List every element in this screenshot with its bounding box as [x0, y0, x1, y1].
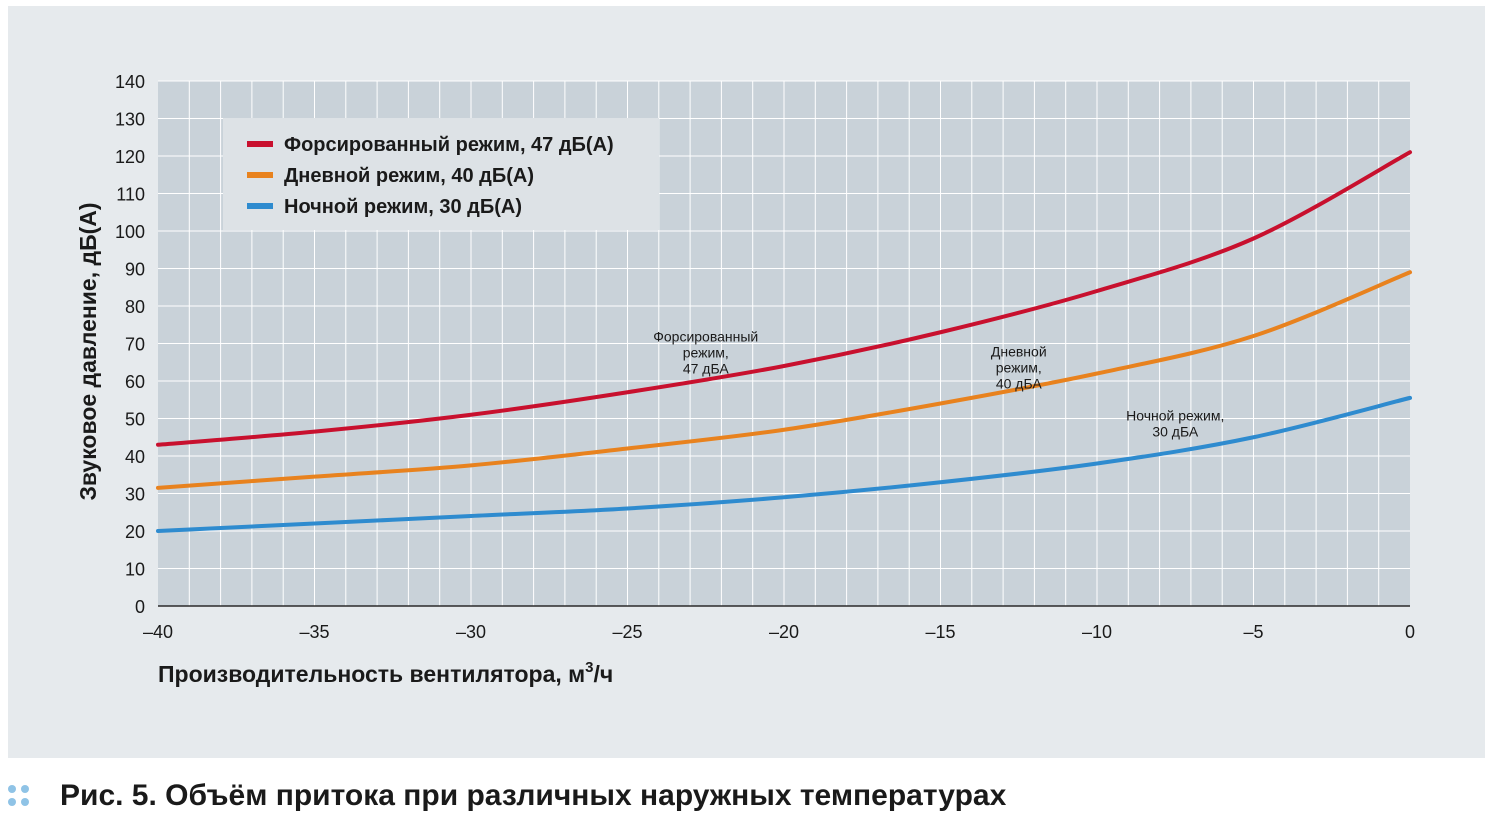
series-lines [156, 150, 1412, 533]
caption-dots-icon [8, 785, 30, 807]
annotation-0-line-1: режим, [683, 345, 729, 361]
y-tick-label: 140 [115, 72, 145, 92]
y-tick-label: 80 [125, 297, 145, 317]
legend-label-0: Форсированный режим, 47 дБ(А) [284, 134, 614, 156]
legend-box [223, 118, 659, 230]
annotation-2-line-0: Ночной режим, [1126, 407, 1224, 423]
y-axis-title: Звуковое давление, дБ(А) [75, 202, 101, 500]
x-tick-label: –30 [456, 622, 486, 642]
annotation-1-line-0: Дневной [991, 344, 1047, 360]
x-tick-label: –40 [143, 622, 173, 642]
x-tick-label: –15 [925, 622, 955, 642]
x-axis-ticks: –40 –35 –30 –25 –20 –15 –10 –5 0 [143, 622, 1415, 642]
x-tick-label: –10 [1082, 622, 1112, 642]
x-tick-label: –5 [1243, 622, 1263, 642]
y-tick-label: 60 [125, 372, 145, 392]
legend-label-2: Ночной режим, 30 дБ(А) [284, 196, 522, 218]
y-tick-label: 50 [125, 410, 145, 430]
y-tick-label: 110 [116, 185, 145, 205]
y-tick-label: 0 [135, 597, 145, 617]
y-tick-label: 30 [125, 485, 145, 505]
x-axis-title-suffix: /ч [594, 661, 614, 687]
y-tick-label: 10 [125, 560, 145, 580]
x-tick-label: –35 [299, 622, 329, 642]
legend-label-1: Дневной режим, 40 дБ(А) [284, 165, 534, 187]
y-tick-label: 90 [125, 260, 145, 280]
x-axis-title-main: Производительность вентилятора, м [158, 661, 585, 687]
y-tick-label: 40 [125, 447, 145, 467]
x-tick-label: –25 [612, 622, 642, 642]
annotation-0-line-0: Форсированный [653, 329, 758, 345]
series-line-0 [156, 150, 1412, 447]
figure-caption: Рис. 5. Объём притока при различных нару… [8, 774, 1006, 818]
y-tick-label: 100 [115, 222, 145, 242]
x-tick-label: 0 [1405, 622, 1415, 642]
chart-panel: Форсированный режим, 47 дБА Дневной режим, 40… [8, 6, 1485, 758]
series-line-1 [156, 270, 1412, 490]
legend: Форсированный режим, 47 дБ(А) Дневной реж… [223, 118, 659, 230]
y-tick-label: 20 [125, 522, 145, 542]
y-axis-ticks: 0 10 20 30 40 50 60 70 80 90 100 110 120 130 140 [115, 72, 145, 617]
x-axis-title: Производительность вентилятора, м3/ч [158, 659, 613, 687]
annotation-1-line-2: 40 дБА [996, 376, 1043, 392]
annotation-0-line-2: 47 дБА [683, 361, 730, 377]
y-tick-label: 130 [115, 110, 145, 130]
series-line-2 [156, 395, 1412, 533]
y-tick-label: 120 [115, 147, 145, 167]
x-tick-label: –20 [769, 622, 799, 642]
caption-prefix: Рис. 5. [60, 779, 157, 812]
annotation-1-line-1: режим, [996, 360, 1042, 376]
x-axis-title-superscript: 3 [585, 659, 593, 676]
caption-text: Рис. 5. Объём притока при различных нару… [60, 779, 1006, 813]
y-tick-label: 70 [125, 335, 145, 355]
annotation-2-line-1: 30 дБА [1152, 423, 1199, 439]
caption-title: Объём притока при различных наружных тем… [156, 779, 1007, 812]
